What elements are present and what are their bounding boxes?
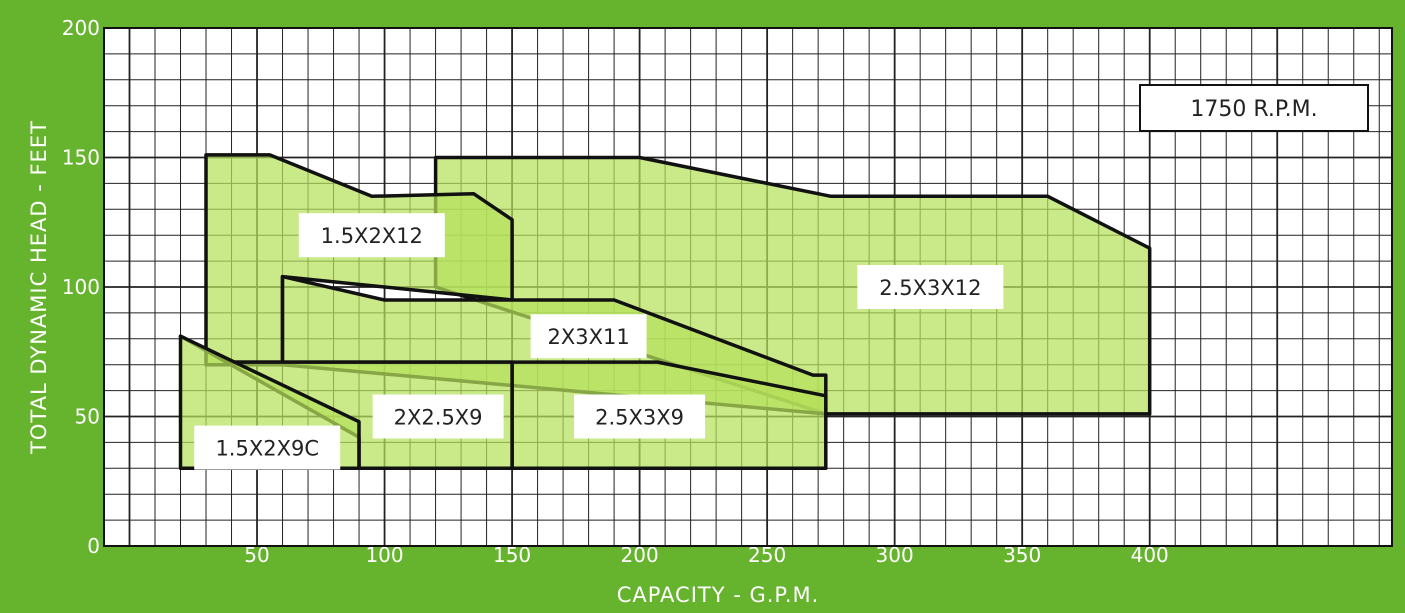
y-tick-label: 50 (75, 405, 100, 429)
rpm-annotation: 1750 R.P.M. (1139, 84, 1369, 132)
rpm-label: 1750 R.P.M. (1190, 97, 1317, 122)
region-label-box (372, 394, 504, 439)
rpm-box (1139, 84, 1369, 132)
plot-border (103, 27, 1393, 547)
region-label-box (574, 394, 706, 439)
y-tick-label: 0 (87, 534, 100, 558)
y-tick-label: 100 (62, 275, 100, 299)
region-label-box (298, 213, 445, 258)
region-label-1-5x2x9c: 1.5X2X9C (194, 425, 341, 470)
region-label-text: 2.5X3X12 (879, 276, 981, 300)
regions (178, 153, 1152, 471)
region-label-2-5x3x9: 2.5X3X9 (574, 394, 706, 439)
region-label-2x2-5x9: 2X2.5X9 (372, 394, 504, 439)
region-label-box (194, 425, 341, 470)
y-tick-label: 200 (62, 16, 100, 40)
y-tick-label: 150 (62, 146, 100, 170)
region-label-2x3x11: 2X3X11 (530, 314, 647, 359)
region-label-text: 2X2.5X9 (394, 406, 483, 430)
region-label-text: 1.5X2X9C (215, 437, 319, 461)
region-label-box (857, 265, 1004, 309)
region-label-text: 1.5X2X12 (321, 224, 423, 248)
x-axis-title: CAPACITY - G.P.M. (617, 583, 820, 607)
region-label-text: 2X3X11 (547, 325, 629, 349)
region-label-box (530, 314, 647, 359)
region-label-text: 2.5X3X9 (595, 406, 684, 430)
region-label-1-5x2x12: 1.5X2X12 (298, 213, 445, 258)
y-axis-title: TOTAL DYNAMIC HEAD - FEET (27, 120, 51, 455)
region-label-2-5x3x12: 2.5X3X12 (857, 265, 1004, 309)
region-labels: 2.5X3X12 1.5X2X12 2X3X11 2.5X3X9 2X2.5X9 1.5X… (194, 213, 1004, 470)
